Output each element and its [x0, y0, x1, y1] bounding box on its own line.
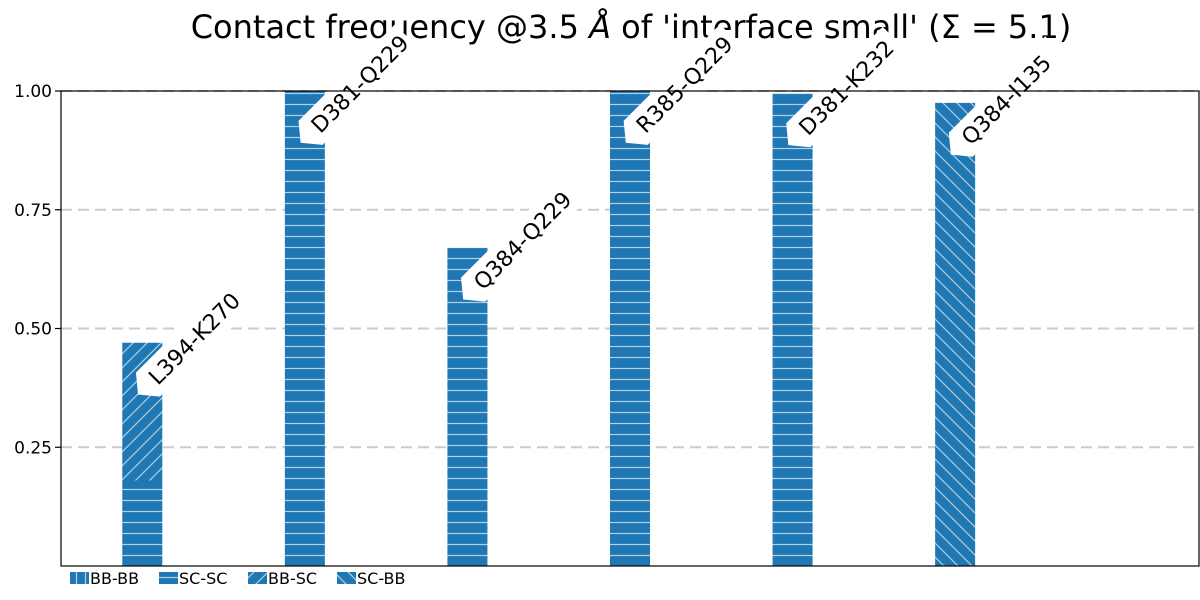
- legend-label-bb-sc: BB-SC: [268, 569, 317, 588]
- bar-d381-q229-sc-sc: [284, 91, 325, 566]
- y-tick-label-2: 0.75: [14, 201, 52, 221]
- bar-label-text: D381-Q229: [307, 31, 414, 138]
- y-axis-ticks: 0.25 0.50 0.75 1.00: [14, 82, 61, 458]
- bar-label-q384-q229: Q384-Q229: [461, 181, 582, 302]
- legend: BB-BB SC-SC BB-SC SC-BB: [70, 569, 405, 588]
- y-tick-label-1: 0.50: [14, 320, 52, 340]
- bar-d381-k232-sc-sc: [772, 93, 813, 566]
- bar-q384-i135-sc-bb: [935, 102, 976, 566]
- bar-label-box: [135, 276, 257, 397]
- bar-label-l394-k270: L394-K270: [135, 276, 257, 397]
- bar-label-box: [461, 181, 582, 302]
- legend-swatch-sc-bb: [337, 572, 356, 584]
- chart-title: Contact frequency @3.5 Å of 'interface s…: [191, 8, 1072, 46]
- legend-label-bb-bb: BB-BB: [90, 569, 139, 588]
- bar-r385-q229-sc-sc: [610, 91, 650, 566]
- bar-label-box: [786, 26, 907, 148]
- y-tick-label-0: 0.25: [14, 438, 52, 458]
- bar-l394-k270-sc-sc: [122, 480, 163, 566]
- bar-label-text: R385-Q229: [632, 32, 738, 138]
- bar-label-text: Q384-Q229: [470, 188, 578, 296]
- y-tick-label-3: 1.00: [14, 82, 52, 102]
- legend-label-sc-sc: SC-SC: [179, 569, 227, 588]
- legend-swatch-sc-sc: [159, 572, 178, 584]
- bar-label-text: Q384-I135: [957, 51, 1057, 151]
- bar-label-q384-i135: Q384-I135: [948, 36, 1070, 157]
- bar-label-box: [623, 24, 745, 145]
- bar-label-box: [298, 24, 419, 145]
- bar-labels: L394-K270 D381-Q229 Q384-Q229 R385-Q229 D381…: [135, 24, 1070, 397]
- bar-label-box: [948, 36, 1070, 157]
- legend-swatch-bb-sc: [248, 572, 267, 584]
- legend-label-sc-bb: SC-BB: [357, 569, 405, 588]
- bar-label-text: L394-K270: [144, 289, 246, 391]
- legend-swatch-bb-bb: [70, 572, 89, 584]
- bar-label-text: D381-K232: [795, 36, 900, 141]
